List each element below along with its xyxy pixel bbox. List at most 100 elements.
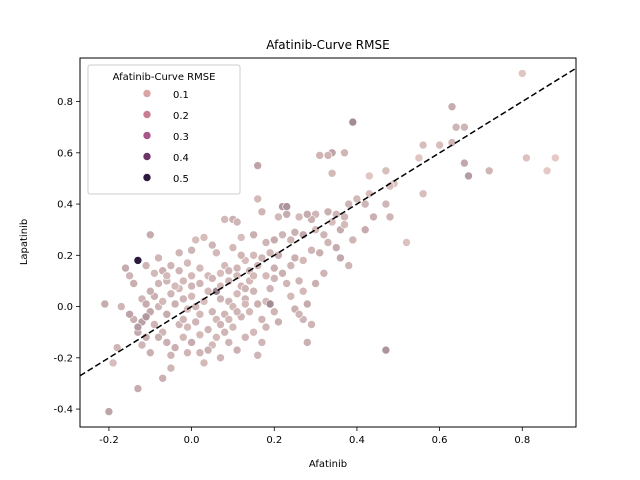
data-point xyxy=(170,299,180,309)
data-point xyxy=(187,281,196,291)
data-point xyxy=(137,340,147,350)
y-tick-label: 0.8 xyxy=(57,97,73,108)
data-point xyxy=(150,268,159,278)
data-point xyxy=(208,274,217,283)
legend-marker xyxy=(142,152,152,161)
data-point xyxy=(199,233,209,242)
data-point xyxy=(261,322,271,332)
data-point xyxy=(265,284,275,293)
data-point xyxy=(261,238,271,247)
data-point xyxy=(286,235,296,245)
data-point xyxy=(311,225,320,234)
legend-box xyxy=(87,64,241,195)
data-point xyxy=(146,230,155,240)
data-point xyxy=(158,373,167,383)
data-point xyxy=(195,330,205,340)
y-tick-label: 0.2 xyxy=(57,251,73,262)
data-point xyxy=(183,258,192,268)
data-point xyxy=(158,297,167,306)
legend-marker xyxy=(142,173,152,182)
data-point xyxy=(216,294,225,304)
data-point xyxy=(249,251,258,260)
data-point xyxy=(302,210,312,219)
x-tick-label: 0.4 xyxy=(349,435,365,446)
data-point xyxy=(220,215,229,224)
data-point xyxy=(195,263,205,273)
data-point xyxy=(282,202,292,211)
data-point xyxy=(236,251,246,260)
data-point xyxy=(282,210,292,219)
data-point xyxy=(344,261,354,270)
data-point xyxy=(348,117,358,127)
legend-marker xyxy=(142,89,152,98)
data-point xyxy=(183,322,192,332)
data-point xyxy=(269,307,279,317)
data-point xyxy=(336,253,345,263)
data-point xyxy=(460,122,469,132)
data-point xyxy=(418,140,428,150)
data-point xyxy=(274,212,283,222)
data-point xyxy=(232,217,242,227)
data-point xyxy=(162,271,172,281)
data-point xyxy=(381,166,391,176)
data-point xyxy=(253,350,263,360)
data-point xyxy=(352,194,362,204)
data-point xyxy=(402,238,411,247)
data-point xyxy=(298,286,308,296)
data-point xyxy=(166,363,176,373)
data-point xyxy=(108,358,118,368)
data-point xyxy=(162,309,172,319)
data-point xyxy=(179,332,188,342)
data-point xyxy=(191,317,200,327)
data-point xyxy=(253,299,263,309)
data-point xyxy=(112,343,122,352)
legend-label: 0.5 xyxy=(173,174,189,185)
data-point xyxy=(323,207,333,217)
data-point xyxy=(232,307,242,317)
data-point xyxy=(125,309,134,319)
data-point xyxy=(129,279,138,288)
data-point xyxy=(241,299,250,309)
data-point xyxy=(269,274,279,283)
data-point xyxy=(179,294,188,304)
data-point xyxy=(245,307,254,317)
data-point xyxy=(278,230,287,240)
x-tick-label: 0.2 xyxy=(266,435,282,446)
x-tick-label: 0.6 xyxy=(432,435,448,446)
data-point xyxy=(100,299,110,309)
data-point xyxy=(302,299,312,309)
data-point xyxy=(261,271,271,281)
legend-label: 0.4 xyxy=(173,153,189,164)
x-axis-title: Afatinib xyxy=(309,459,347,470)
data-point xyxy=(253,161,263,170)
data-point xyxy=(257,253,267,263)
data-point xyxy=(269,263,279,273)
data-point xyxy=(286,261,296,270)
data-point xyxy=(203,325,213,334)
data-point xyxy=(195,279,205,288)
data-point xyxy=(451,122,461,132)
data-point xyxy=(290,228,300,237)
data-point xyxy=(257,315,267,324)
data-point xyxy=(125,271,134,281)
data-point xyxy=(348,235,358,245)
data-point xyxy=(166,350,176,360)
reference-line-layer xyxy=(79,67,577,377)
points-layer xyxy=(100,69,560,416)
data-point xyxy=(241,332,250,342)
data-point xyxy=(133,322,143,332)
data-point xyxy=(290,253,300,263)
y-axis: -0.4 -0.2 0.0 0.2 0.4 0.6 0.8 xyxy=(53,97,80,416)
data-point xyxy=(294,309,304,319)
data-point xyxy=(170,281,180,291)
data-point xyxy=(232,289,242,299)
data-point xyxy=(278,268,287,278)
data-point xyxy=(104,407,114,416)
data-point xyxy=(460,158,469,168)
data-point xyxy=(224,315,234,324)
data-point xyxy=(216,320,225,329)
data-point xyxy=(340,220,349,229)
data-point xyxy=(174,248,184,258)
data-point xyxy=(241,284,250,293)
